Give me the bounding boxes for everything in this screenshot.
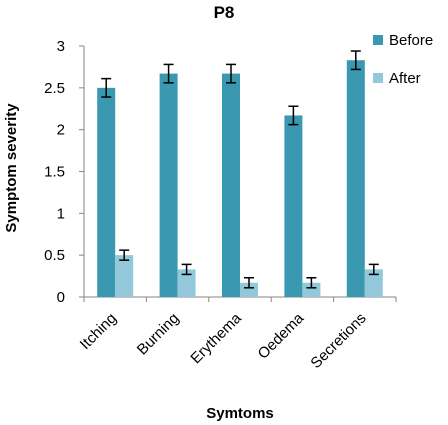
legend-label-after: After bbox=[389, 69, 421, 87]
y-tick-label: 1.5 bbox=[44, 164, 65, 181]
bar-after bbox=[240, 282, 258, 297]
x-axis-label: Symtoms bbox=[206, 405, 274, 422]
legend: Before After bbox=[373, 30, 433, 106]
legend-swatch-after bbox=[373, 73, 383, 83]
bar-before bbox=[222, 73, 240, 297]
x-tick-label: Erythema bbox=[187, 309, 245, 367]
y-tick-label: 0 bbox=[57, 289, 65, 306]
y-tick-label: 2.5 bbox=[44, 80, 65, 97]
legend-item-after: After bbox=[373, 68, 433, 88]
bar-before bbox=[346, 60, 365, 298]
y-tick-label: 3 bbox=[57, 38, 65, 55]
y-tick-label: 2 bbox=[57, 122, 65, 139]
plot-area: 0 0.5 1 1.5 2 2.5 3 Itching Burning Erythema Oedem… bbox=[44, 38, 397, 372]
bar-after bbox=[364, 269, 383, 297]
bar-before bbox=[284, 115, 303, 298]
y-tick-label: 0.5 bbox=[44, 247, 65, 264]
bar-after bbox=[115, 255, 134, 297]
y-axis-label: Symptom severity bbox=[3, 103, 20, 233]
chart-title: P8 bbox=[214, 3, 235, 22]
x-tick-label: Itching bbox=[77, 310, 120, 353]
bar-before bbox=[159, 73, 178, 297]
bar-before bbox=[97, 87, 116, 297]
y-tick-label: 1 bbox=[57, 205, 65, 222]
x-tick-label: Burning bbox=[134, 310, 183, 359]
legend-item-before: Before bbox=[373, 30, 433, 50]
x-tick-label: Oedema bbox=[255, 309, 308, 362]
legend-swatch-before bbox=[373, 35, 383, 45]
bar-after bbox=[177, 269, 196, 297]
x-tick-label: Secretions bbox=[307, 310, 369, 372]
bar-after bbox=[302, 282, 321, 297]
legend-label-before: Before bbox=[389, 31, 434, 49]
